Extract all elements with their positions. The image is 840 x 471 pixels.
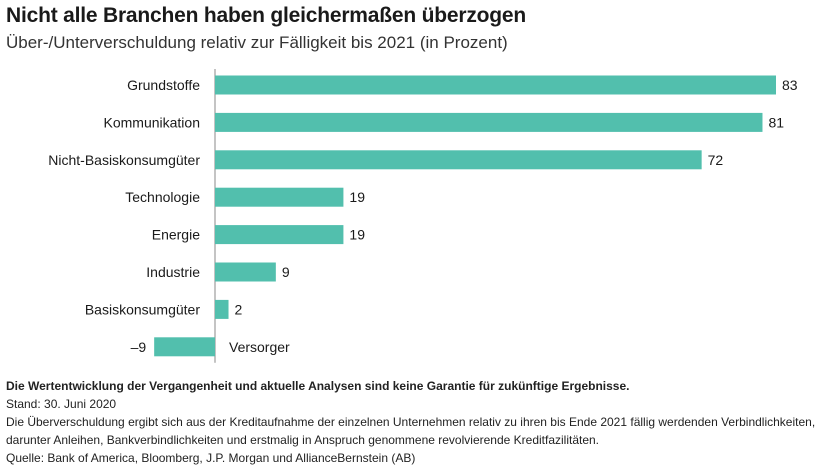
value-label: 2 — [235, 301, 243, 317]
disclaimer-text: Die Wertentwicklung der Vergangenheit un… — [6, 379, 630, 393]
note-text: Die Überverschuldung ergibt sich aus der… — [6, 415, 816, 447]
bar-3 — [215, 187, 344, 207]
value-label: 19 — [349, 227, 365, 243]
value-label: 9 — [282, 264, 290, 280]
chart-footer: Die Wertentwicklung der Vergangenheit un… — [6, 377, 834, 467]
chart-title: Nicht alle Branchen haben gleichermaßen … — [6, 4, 526, 27]
value-label: –9 — [131, 339, 147, 355]
category-label: Nicht-Basiskonsumgüter — [48, 152, 200, 168]
category-label: Basiskonsumgüter — [85, 301, 201, 317]
bar-2 — [215, 150, 702, 170]
bar-6 — [215, 299, 229, 319]
category-label: Industrie — [146, 264, 200, 280]
bar-4 — [215, 225, 344, 245]
category-label: Kommunikation — [104, 114, 201, 130]
value-label: 19 — [349, 189, 365, 205]
source-text: Quelle: Bank of America, Bloomberg, J.P.… — [6, 451, 416, 465]
value-label: 81 — [768, 114, 784, 130]
chart-subtitle: Über-/Unterverschuldung relativ zur Fäll… — [6, 33, 508, 52]
bar-5 — [215, 262, 276, 282]
bar-0 — [215, 75, 776, 95]
category-label: Grundstoffe — [127, 77, 200, 93]
category-label: Energie — [152, 227, 200, 243]
category-label: Versorger — [229, 339, 290, 355]
date-text: Stand: 30. Juni 2020 — [6, 397, 117, 411]
value-label: 72 — [708, 152, 724, 168]
bar-1 — [215, 112, 763, 132]
category-label: Technologie — [125, 189, 200, 205]
bar-7 — [154, 337, 215, 357]
bar-chart: Grundstoffe 83 Kommunikation 81 Nicht-Basisk… — [48, 69, 798, 363]
value-label: 83 — [782, 77, 798, 93]
